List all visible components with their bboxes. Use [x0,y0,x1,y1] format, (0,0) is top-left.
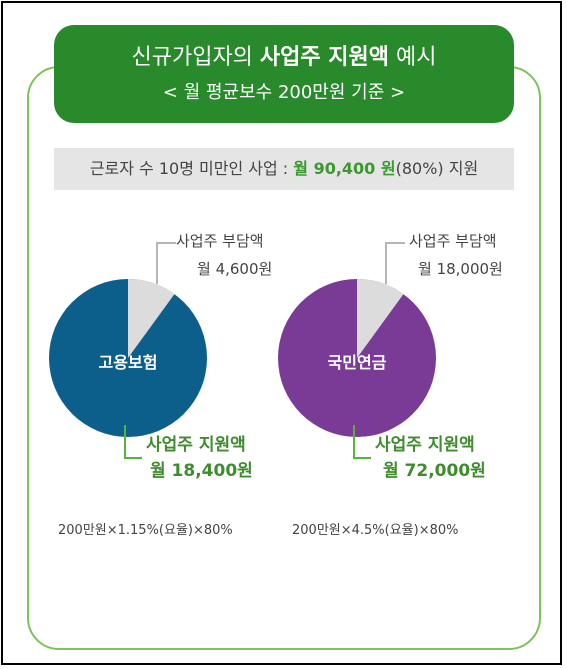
burden-title-right: 사업주 부담액 [409,232,497,250]
support-leader-line-right [353,425,371,459]
support-title-left: 사업주 지원액 [146,435,246,455]
formula-right: 200만원×4.5%(요율)×80% [292,523,459,538]
banner-title-bold: 사업주 지원액 [259,45,390,70]
title-banner: 신규가입자의 사업주 지원액 예시 < 월 평균보수 200만원 기준 > [54,25,514,123]
formula-left: 200만원×1.15%(요율)×80% [58,523,233,538]
banner-title: 신규가입자의 사업주 지원액 예시 [54,45,514,71]
national-pension-pie [278,279,436,437]
national-pension-burden-slice [357,279,404,358]
burden-leader-line-right [385,242,405,284]
national-pension-label: 국민연금 [327,353,387,372]
employment-insurance-label: 고용보험 [98,353,158,372]
summary-prefix: 근로자 수 10명 미만인 사업 : [89,159,294,178]
support-value-left: 월 18,400원 [150,461,253,481]
burden-value-left: 월 4,600원 [197,260,273,278]
banner-title-suffix: 예시 [389,45,437,70]
burden-leader-line-left [156,242,176,284]
support-leader-line-left [124,425,142,459]
support-value-right: 월 72,000원 [383,461,486,481]
banner-title-prefix: 신규가입자의 [131,45,260,70]
employment-insurance-burden-slice [128,279,175,358]
summary-amount: 월 90,400 원 [293,159,396,178]
employment-insurance-pie [49,279,207,437]
burden-title-left: 사업주 부담액 [176,232,264,250]
banner-subtitle: < 월 평균보수 200만원 기준 > [162,82,406,103]
support-title-right: 사업주 지원액 [375,435,475,455]
burden-value-right: 월 18,000원 [418,260,503,278]
summary-suffix: (80%) 지원 [395,159,479,178]
summary-bar: 근로자 수 10명 미만인 사업 : 월 90,400 원(80%) 지원 [54,148,514,190]
